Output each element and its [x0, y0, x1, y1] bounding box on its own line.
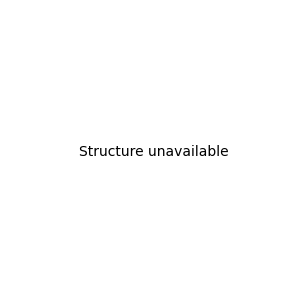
Text: Structure unavailable: Structure unavailable — [79, 145, 229, 158]
